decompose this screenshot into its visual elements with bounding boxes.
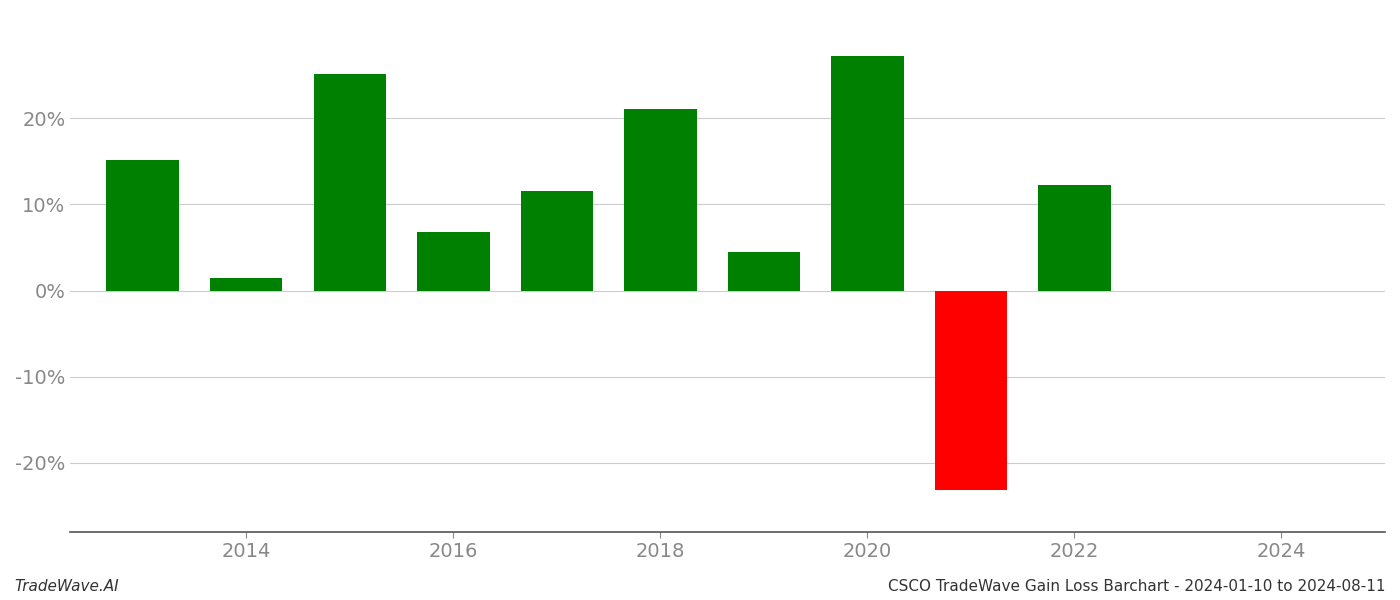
Text: CSCO TradeWave Gain Loss Barchart - 2024-01-10 to 2024-08-11: CSCO TradeWave Gain Loss Barchart - 2024… (889, 579, 1386, 594)
Bar (314, 74, 386, 290)
Bar (935, 290, 1007, 490)
Bar (1039, 185, 1110, 290)
Bar (106, 160, 179, 290)
Bar (521, 191, 594, 290)
Bar (832, 56, 903, 290)
Bar (210, 278, 283, 290)
Text: TradeWave.AI: TradeWave.AI (14, 579, 119, 594)
Bar (624, 109, 697, 290)
Bar (728, 252, 799, 290)
Bar (417, 232, 490, 290)
